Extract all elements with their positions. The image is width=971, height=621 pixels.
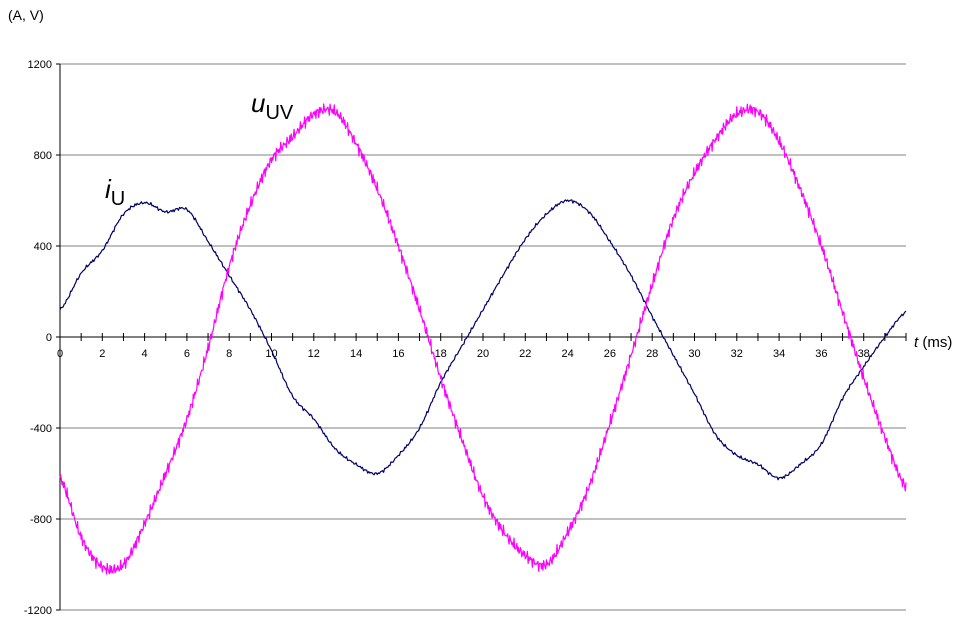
x-tick-label: 32 <box>731 348 743 360</box>
x-tick-label: 34 <box>773 348 785 360</box>
x-tick-labels: 0 2 4 6 8 10 12 14 16 18 20 22 24 26 28 30 32 34 36 38 <box>57 348 870 360</box>
axes <box>56 64 906 610</box>
y-tick-label: 0 <box>46 332 52 344</box>
x-tick-label: 8 <box>226 348 232 360</box>
x-tick-label: 36 <box>815 348 827 360</box>
x-tick-label: 20 <box>477 348 489 360</box>
series-label-voltage: uUV <box>251 88 294 124</box>
x-tick-label: 22 <box>519 348 531 360</box>
series-labels: iU uUV <box>105 88 294 210</box>
x-tick-label: 16 <box>392 348 404 360</box>
y-tick-label: 1200 <box>28 59 52 71</box>
x-tick-label: 6 <box>184 348 190 360</box>
x-axis-unit: (ms) <box>918 334 952 351</box>
y-tick-label: 400 <box>34 241 52 253</box>
y-tick-label: -400 <box>30 423 52 435</box>
x-tick-label: 0 <box>57 348 63 360</box>
x-tick-label: 14 <box>350 348 362 360</box>
x-tick-label: 18 <box>435 348 447 360</box>
x-tick-label: 12 <box>308 348 320 360</box>
x-tick-label: 26 <box>604 348 616 360</box>
x-tick-label: 38 <box>858 348 870 360</box>
x-tick-label: 24 <box>561 348 573 360</box>
x-tick-label: 4 <box>142 348 148 360</box>
y-tick-label: -800 <box>30 514 52 526</box>
y-unit-label: (A, V) <box>8 7 44 23</box>
x-tick-label: 30 <box>688 348 700 360</box>
x-tick-label: 2 <box>99 348 105 360</box>
y-tick-label: -1200 <box>24 605 52 617</box>
x-tick-label: 28 <box>646 348 658 360</box>
x-axis-label: t (ms) <box>914 334 952 351</box>
y-tick-label: 800 <box>34 150 52 162</box>
series-label-current: iU <box>105 174 125 210</box>
y-tick-labels: 1200 800 400 0 -400 -800 -1200 <box>24 59 52 617</box>
